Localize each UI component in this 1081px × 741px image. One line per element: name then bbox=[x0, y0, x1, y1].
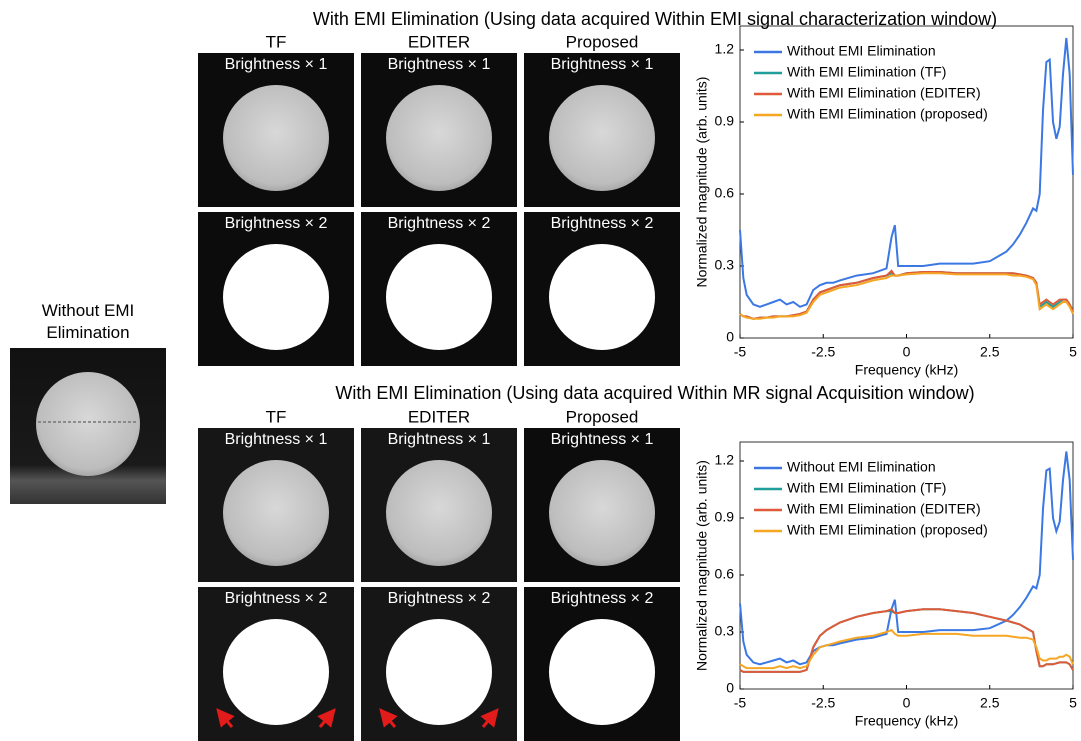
phantom-disk bbox=[549, 619, 655, 725]
tile-label: Brightness × 1 bbox=[225, 431, 328, 448]
phantom-disk bbox=[549, 460, 655, 566]
red-arrow bbox=[480, 708, 499, 728]
legend-label: With EMI Elimination (TF) bbox=[787, 64, 946, 80]
red-arrow bbox=[379, 708, 398, 728]
tile-label: Brightness × 2 bbox=[551, 590, 654, 607]
series-line bbox=[739, 271, 1074, 320]
column-header: EDITER bbox=[408, 32, 470, 51]
y-axis-label: Normalized magnitude (arb. units) bbox=[694, 460, 710, 671]
x-axis-label: Frequency (kHz) bbox=[855, 362, 958, 378]
panel-title: With EMI Elimination (Using data acquire… bbox=[313, 9, 997, 29]
series-line bbox=[739, 37, 1074, 308]
series-line bbox=[739, 608, 1074, 673]
y-tick-label: 0.9 bbox=[715, 113, 735, 129]
y-tick-label: 0 bbox=[726, 329, 734, 345]
phantom-disk bbox=[223, 460, 329, 566]
series-line bbox=[739, 608, 1074, 673]
phantom-disk bbox=[386, 619, 492, 725]
y-tick-label: 0.6 bbox=[715, 185, 735, 201]
legend-label: With EMI Elimination (proposed) bbox=[787, 522, 988, 538]
x-tick-label: -2.5 bbox=[811, 344, 835, 360]
panel-title: With EMI Elimination (Using data acquire… bbox=[335, 383, 974, 403]
x-axis-label: Frequency (kHz) bbox=[855, 713, 958, 729]
y-axis-label: Normalized magnitude (arb. units) bbox=[694, 77, 710, 288]
y-tick-label: 0 bbox=[726, 680, 734, 696]
red-arrow bbox=[317, 708, 336, 728]
legend-label: Without EMI Elimination bbox=[787, 43, 936, 59]
y-tick-label: 0.6 bbox=[715, 566, 735, 582]
y-tick-label: 0.9 bbox=[715, 509, 735, 525]
column-header: TF bbox=[266, 32, 287, 51]
series-line bbox=[739, 272, 1074, 320]
tile-label: Brightness × 1 bbox=[551, 431, 654, 448]
left-title: Without EMI Elimination bbox=[41, 301, 135, 342]
phantom-disk bbox=[549, 85, 655, 191]
legend-label: With EMI Elimination (TF) bbox=[787, 480, 946, 496]
x-tick-label: -2.5 bbox=[811, 695, 835, 711]
x-tick-label: 5 bbox=[1069, 344, 1077, 360]
phantom-disk bbox=[223, 619, 329, 725]
x-tick-label: -5 bbox=[734, 695, 747, 711]
y-tick-label: 1.2 bbox=[715, 41, 735, 57]
tile-label: Brightness × 2 bbox=[225, 590, 328, 607]
phantom-disk bbox=[549, 244, 655, 350]
legend-label: With EMI Elimination (EDITER) bbox=[787, 501, 981, 517]
phantom-disk bbox=[386, 244, 492, 350]
tile-label: Brightness × 1 bbox=[388, 431, 491, 448]
series-line bbox=[739, 269, 1074, 320]
left-image bbox=[10, 348, 166, 504]
tile-label: Brightness × 1 bbox=[388, 56, 491, 73]
y-tick-label: 0.3 bbox=[715, 257, 735, 273]
y-tick-label: 0.3 bbox=[715, 623, 735, 639]
x-tick-label: 2.5 bbox=[980, 344, 1000, 360]
x-tick-label: 2.5 bbox=[980, 695, 1000, 711]
red-arrow bbox=[216, 708, 235, 728]
tile-label: Brightness × 2 bbox=[551, 215, 654, 232]
phantom-disk bbox=[223, 85, 329, 191]
column-header: TF bbox=[266, 407, 287, 426]
y-tick-label: 1.2 bbox=[715, 452, 735, 468]
tile-label: Brightness × 2 bbox=[388, 590, 491, 607]
column-header: Proposed bbox=[566, 32, 639, 51]
phantom-disk bbox=[386, 460, 492, 566]
phantom-disk bbox=[223, 244, 329, 350]
tile-label: Brightness × 1 bbox=[225, 56, 328, 73]
legend-label: With EMI Elimination (proposed) bbox=[787, 106, 988, 122]
column-header: Proposed bbox=[566, 407, 639, 426]
x-tick-label: 0 bbox=[903, 695, 911, 711]
legend-label: Without EMI Elimination bbox=[787, 459, 936, 475]
phantom-disk bbox=[386, 85, 492, 191]
x-tick-label: 5 bbox=[1069, 695, 1077, 711]
series-line bbox=[739, 628, 1074, 670]
series-line bbox=[739, 451, 1074, 666]
column-header: EDITER bbox=[408, 407, 470, 426]
tile-label: Brightness × 2 bbox=[225, 215, 328, 232]
tile-label: Brightness × 1 bbox=[551, 56, 654, 73]
tile-label: Brightness × 2 bbox=[388, 215, 491, 232]
legend-label: With EMI Elimination (EDITER) bbox=[787, 85, 981, 101]
x-tick-label: -5 bbox=[734, 344, 747, 360]
x-tick-label: 0 bbox=[903, 344, 911, 360]
